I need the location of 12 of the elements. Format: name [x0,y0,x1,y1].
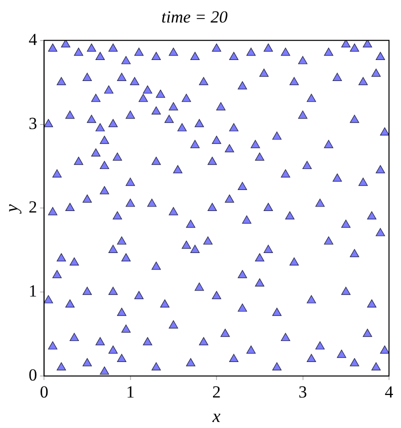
y-tick-label: 1 [28,282,38,301]
x-axis-title: x [212,406,221,426]
chart-title: time = 20 [161,8,228,27]
y-tick-label: 2 [28,198,38,217]
y-tick-label: 3 [28,114,38,133]
x-tick-label: 4 [384,382,394,402]
x-tick-label: 2 [212,382,221,402]
y-tick-label: 4 [28,30,38,49]
y-tick-label: 0 [28,365,38,384]
y-axis-title: y [2,204,22,214]
x-tick-label: 3 [298,382,308,402]
x-tick-label: 1 [126,382,135,402]
